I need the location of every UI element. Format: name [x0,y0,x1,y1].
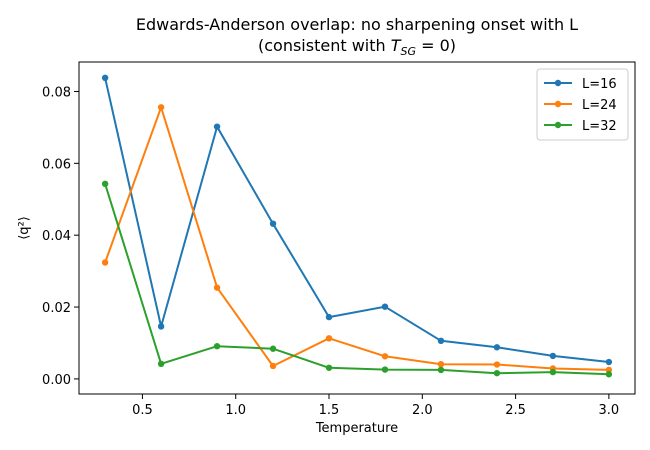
chart-title-line2: (consistent with TSG = 0) [258,36,456,58]
plot-frame [78,61,636,395]
data-point-L=24 [157,104,165,111]
y-tick-label: 0.08 [42,85,71,100]
legend-marker-L=32 [554,121,562,129]
x-tick-label: 2.0 [412,403,433,418]
x-tick-label: 0.5 [132,403,153,418]
x-tick-label: 1.0 [225,403,246,418]
data-point-L=32 [101,180,109,188]
data-point-L=32 [381,366,389,373]
chart-title-prefix: (consistent with [258,36,391,55]
legend-label-L=24: L=24 [582,98,617,113]
data-point-L=24 [269,362,277,370]
series-line-L=16 [104,77,610,363]
chart-title-math: T [391,36,402,55]
data-point-L=16 [269,220,277,227]
legend-marker-L=24 [554,100,562,108]
legend-box [536,68,629,141]
data-point-L=24 [213,284,221,291]
legend-label-L=16: L=16 [582,77,617,92]
data-point-L=32 [325,364,333,371]
data-point-L=16 [157,323,165,330]
data-point-L=16 [213,123,221,130]
legend-label-L=32: L=32 [582,119,617,134]
data-point-L=32 [157,360,165,368]
data-point-L=24 [325,335,333,342]
data-point-L=16 [493,344,501,351]
data-point-L=16 [437,337,445,345]
data-point-L=32 [605,371,613,378]
legend-marker-L=16 [554,79,562,87]
chart-title-sub: SG [401,45,417,58]
data-point-L=16 [549,352,557,360]
data-point-L=32 [437,366,445,374]
chart-title-suffix: = 0) [416,36,456,55]
y-axis-label: ⟨q²⟩ [17,216,32,240]
data-point-L=24 [437,360,445,368]
series-line-L=32 [104,183,609,376]
x-tick-label: 1.5 [319,403,340,418]
x-tick-label: 2.5 [505,403,526,418]
data-point-L=24 [381,353,389,360]
x-axis-label: Temperature [315,421,398,436]
data-point-L=16 [605,358,613,366]
y-tick-label: 0.06 [42,157,71,172]
data-point-L=24 [101,259,109,266]
data-point-L=16 [381,303,389,310]
data-point-L=32 [213,343,221,350]
data-point-L=32 [493,369,501,377]
y-tick-label: 0.02 [42,301,71,316]
y-tick-label: 0.04 [42,229,71,244]
data-point-L=32 [549,368,557,376]
data-point-L=16 [101,74,109,82]
x-tick-label: 3.0 [599,403,620,418]
chart-title-line1: Edwards-Anderson overlap: no sharpening … [136,15,578,34]
data-point-L=32 [269,345,277,352]
y-tick-label: 0.00 [42,373,71,388]
data-point-L=16 [325,313,333,321]
data-point-L=24 [493,361,501,368]
series-line-L=24 [104,106,609,371]
